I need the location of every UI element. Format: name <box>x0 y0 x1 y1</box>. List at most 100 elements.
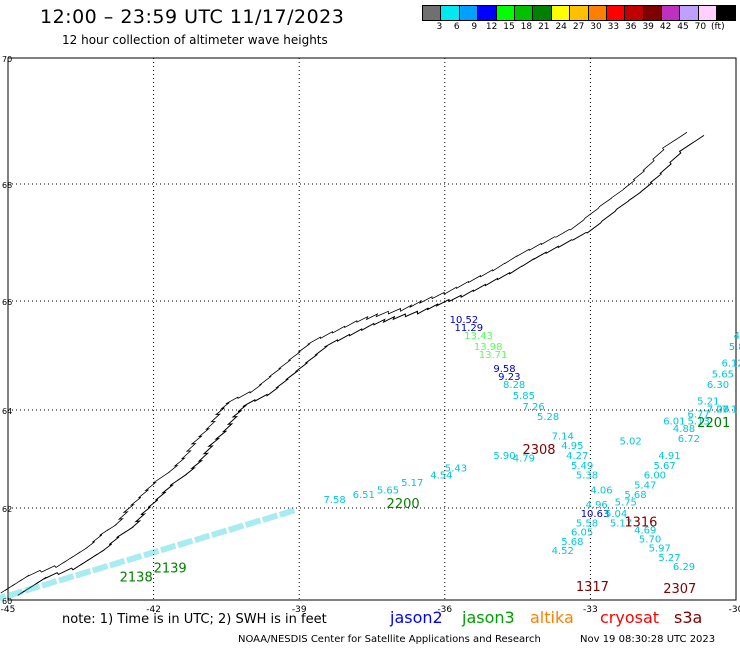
wave-height-label: 6.72 <box>678 434 700 445</box>
wave-height-label: 6.05 <box>571 528 593 539</box>
legend-jason3: jason3 <box>462 608 515 627</box>
track-segment <box>24 583 41 594</box>
wave-height-label: 6.29 <box>673 562 695 573</box>
wave-height-label: 4.54 <box>430 471 452 482</box>
wave-height-label: 7.27 <box>707 404 729 415</box>
wave-height-label: 7.26 <box>522 402 544 413</box>
lat-tick-label: 70 <box>2 55 12 64</box>
track-segment <box>159 542 177 554</box>
track-segment <box>261 512 279 523</box>
track-segment <box>227 522 245 533</box>
scale-label: 30 <box>590 22 602 32</box>
wave-height-label: 13.71 <box>479 350 508 361</box>
scale-label: 27 <box>572 22 585 32</box>
time-label: 1316 <box>624 515 657 530</box>
wave-height-label: 7.14 <box>552 431 574 442</box>
wave-height-label: 5.8 <box>729 342 740 353</box>
lon-tick-label: -36 <box>437 605 452 615</box>
wave-height-label: 5.27 <box>658 553 680 564</box>
time-label: 2200 <box>387 497 420 512</box>
track-segment <box>92 563 109 574</box>
wave-height-label: 8.28 <box>503 380 525 391</box>
wave-height-label: 5.70 <box>639 535 661 546</box>
track-segment <box>75 568 92 579</box>
track-segment <box>0 593 7 601</box>
lon-tick-label: -45 <box>1 605 16 615</box>
scale-label: 36 <box>625 22 637 32</box>
scale-label: 42 <box>659 22 672 32</box>
legend-s3a: s3a <box>674 608 703 627</box>
time-label: 2139 <box>154 561 187 576</box>
scale-label: 70 <box>694 22 707 32</box>
scale-label: 33 <box>607 22 620 32</box>
wave-height-label: 5.04 <box>605 509 627 520</box>
lat-tick-label: 66 <box>2 298 12 307</box>
legend-cryosat: cryosat <box>600 608 660 627</box>
scale-label: 3 <box>436 22 443 32</box>
scale-label: 18 <box>520 22 533 32</box>
track-segment <box>7 588 24 599</box>
lat-tick-label: 62 <box>2 505 12 514</box>
wave-height-label: 4.95 <box>561 441 583 452</box>
wave-height-label: 5.65 <box>377 485 399 496</box>
wave-height-label: 11.29 <box>455 323 484 334</box>
wave-height-label: 4 <box>734 331 740 342</box>
wave-height-label: 5.49 <box>571 461 593 472</box>
track-segment <box>193 532 211 544</box>
greenland-coastline-inner <box>0 131 688 594</box>
legend-altika: altika <box>530 608 574 627</box>
wave-height-label: 6.77 <box>687 409 709 420</box>
wave-height-label: 5.58 <box>576 518 598 529</box>
scale-label: 12 <box>485 22 498 32</box>
lon-tick-label: -39 <box>292 605 307 615</box>
wave-height-label: 4.06 <box>590 485 612 496</box>
wave-height-label: 5.17 <box>401 478 423 489</box>
wave-height-label: 6.12 <box>721 358 740 369</box>
wave-height-label: 5.97 <box>649 544 671 555</box>
scale-label: 45 <box>677 22 689 32</box>
track-segment <box>109 558 126 569</box>
track-segment <box>58 573 75 584</box>
wave-height-label: 5.21 <box>697 397 719 408</box>
wave-height-label: 6.01 <box>663 417 685 428</box>
wave-height-label: 4.96 <box>586 500 608 511</box>
lat-tick-label: 60 <box>2 597 12 606</box>
wave-height-label: 10.52 <box>450 315 479 326</box>
wave-height-label: 9.23 <box>498 372 520 383</box>
track-segment <box>278 507 296 518</box>
time-label: 1317 <box>576 580 609 595</box>
time-label: 2138 <box>120 571 153 586</box>
scale-label: 6 <box>453 22 460 32</box>
wave-height-label: 7.58 <box>323 495 345 506</box>
footer-timestamp: Nov 19 08:30:28 UTC 2023 <box>580 634 716 645</box>
wave-height-label: 10.63 <box>581 509 610 520</box>
color-scale <box>422 5 736 21</box>
lat-tick-label: 68 <box>2 181 12 190</box>
wave-height-label: 5.02 <box>620 436 642 447</box>
wave-height-label: 5.90 <box>493 451 515 462</box>
wave-height-label: 4.69 <box>634 525 656 536</box>
lon-tick-label: -30 <box>729 605 740 615</box>
scale-label: 21 <box>538 22 550 32</box>
time-label: 2201 <box>697 416 730 431</box>
wave-height-label: 5.43 <box>445 463 467 474</box>
note: note: 1) Time is in UTC; 2) SWH is in fe… <box>62 612 327 627</box>
scale-swatch <box>716 5 736 21</box>
title: 12:00 – 23:59 UTC 11/17/2023 <box>40 6 345 28</box>
wave-height-label: 5.38 <box>576 471 598 482</box>
map-frame <box>7 57 737 601</box>
wave-height-label: 5.68 <box>624 490 646 501</box>
wave-height-label: 7.1 <box>721 404 737 415</box>
wave-height-label: 6.00 <box>644 471 666 482</box>
lon-tick-label: -33 <box>583 605 598 615</box>
track-segment <box>244 517 262 528</box>
time-label: 2307 <box>663 582 696 597</box>
time-label: 2308 <box>522 443 555 458</box>
wave-height-label: 7.00 <box>707 404 729 415</box>
wave-height-label: 5.47 <box>634 480 656 491</box>
wave-height-label: 6.51 <box>353 490 375 501</box>
wave-height-label: 4.27 <box>566 451 588 462</box>
wave-height-label: 5.85 <box>513 391 535 402</box>
wave-height-label: 5.13 <box>687 417 709 428</box>
